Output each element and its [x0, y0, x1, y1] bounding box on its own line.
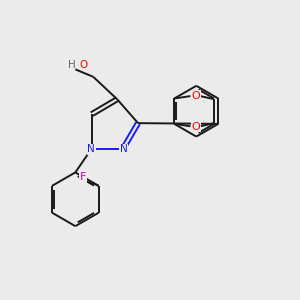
Text: O: O: [191, 91, 200, 100]
Text: F: F: [80, 172, 86, 182]
Text: N: N: [87, 144, 95, 154]
Text: N: N: [120, 144, 128, 154]
Text: O: O: [79, 60, 88, 70]
Text: O: O: [191, 122, 200, 132]
Text: H: H: [68, 60, 76, 70]
